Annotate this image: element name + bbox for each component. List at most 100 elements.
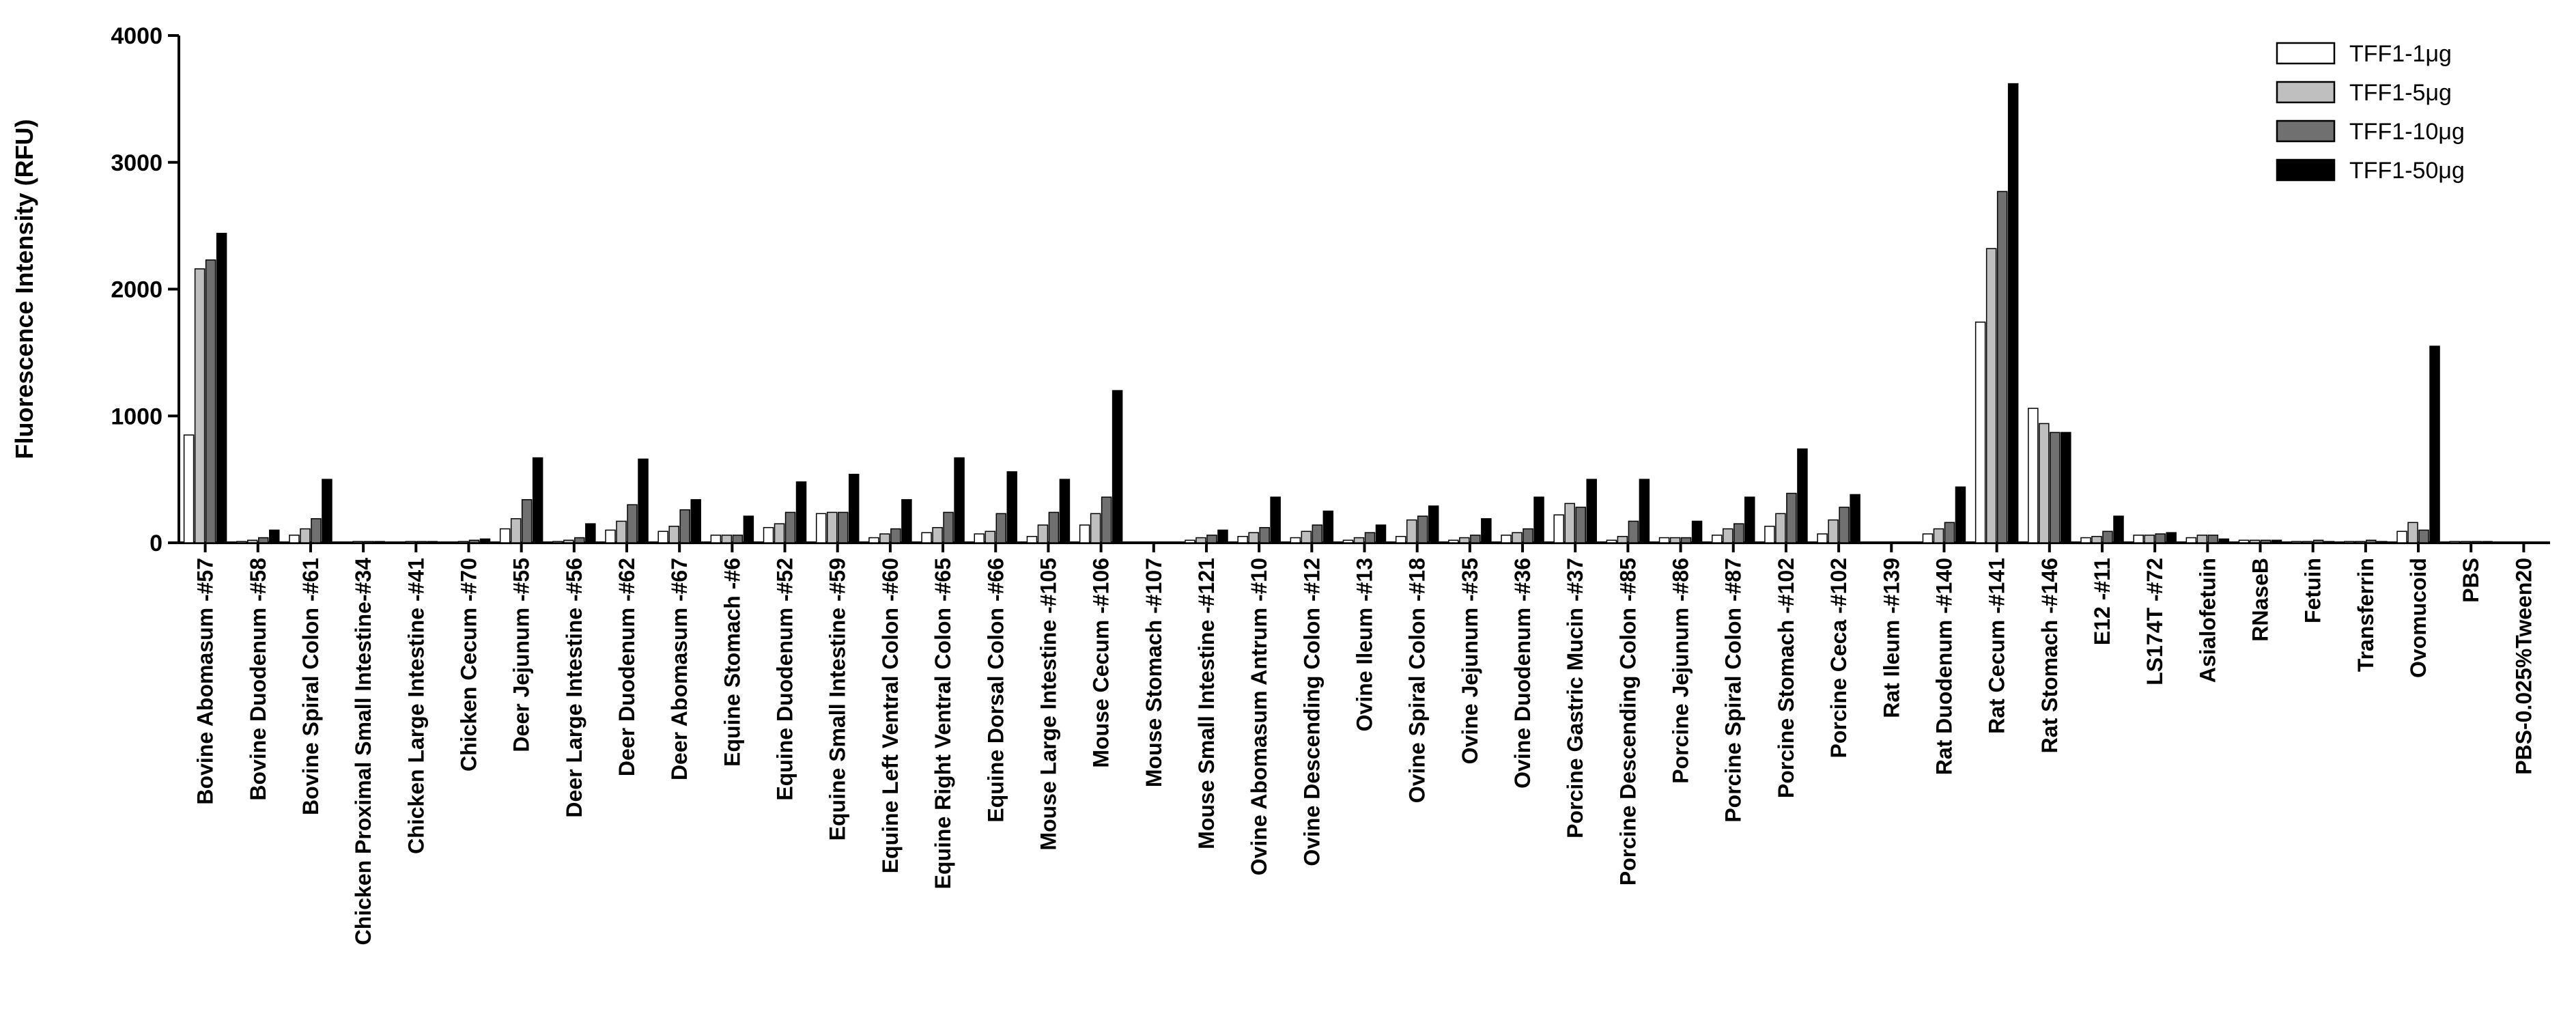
bar-4-28 [1691,520,1703,543]
legend-label-3: TFF1-10μg [2349,119,2465,145]
bar-3-19 [1206,535,1217,543]
bar-4-16 [1059,479,1071,543]
bar-2-42 [2407,522,2418,543]
x-tick-label: Porcine Descending Colon -#85 [1615,558,1640,886]
bar-2-4 [405,541,416,543]
bar-3-11 [784,511,796,543]
x-tick-label: Deer Large Intestine -#56 [562,558,586,818]
bar-2-23 [1406,519,1417,543]
bar-4-23 [1428,505,1439,543]
bar-2-28 [1669,537,1681,543]
bar-4-38 [2218,538,2230,543]
bar-2-20 [1248,532,1259,543]
bar-4-37 [2166,532,2177,543]
bar-4-2 [322,479,332,543]
bar-1-17 [1079,524,1090,543]
bar-3-5 [468,539,480,543]
x-tick-label: Bovine Duodenum -#58 [246,558,270,801]
bar-1-0 [183,434,195,543]
x-tick-label: Bovine Spiral Colon -#61 [298,558,323,815]
bar-1-38 [2185,537,2197,543]
bar-4-10 [743,515,754,543]
bar-4-7 [585,523,596,543]
bar-3-10 [732,535,744,543]
bar-4-14 [954,457,965,543]
bar-1-36 [2080,537,2091,543]
x-tick-label: Equine Duodenum -#52 [773,558,797,801]
y-tick-label: 0 [150,530,162,556]
legend-label-4: TFF1-50μg [2349,158,2465,184]
bar-2-3 [352,541,363,543]
bar-1-1 [236,541,247,543]
bar-3-17 [1101,496,1112,543]
x-tick-label: Rat Stomach -#146 [2037,558,2062,753]
bar-4-11 [795,481,807,543]
bar-3-28 [1680,537,1692,543]
bar-3-12 [837,511,849,543]
y-axis-label: Fluorescence Intensity (RFU) [10,119,38,459]
bar-4-22 [1375,524,1387,543]
x-tick-label: LS174T -#72 [2142,558,2167,685]
bar-3-34 [1996,190,2008,543]
x-tick-label: Transferrin [2353,558,2378,672]
bar-3-23 [1417,515,1428,543]
bar-3-15 [995,513,1007,543]
x-tick-label: Equine Small Intestine -#59 [825,558,850,840]
bar-2-43 [2460,541,2471,543]
bar-1-5 [447,541,458,543]
bar-3-38 [2207,535,2219,543]
bar-2-25 [1512,532,1523,543]
bar-3-26 [1575,507,1586,543]
bar-4-27 [1639,479,1650,543]
bar-3-8 [627,504,638,543]
x-tick-label: Bovine Abomasum -#57 [193,558,218,805]
x-tick-label: Porcine Jejunum -#86 [1669,558,1693,784]
bar-2-12 [826,511,838,543]
bar-1-35 [2028,408,2039,543]
bar-4-29 [1744,496,1755,543]
bar-2-39 [2249,539,2261,543]
x-tick-label: Equine Stomach -#6 [720,558,744,767]
bar-1-43 [2449,541,2460,543]
bar-2-26 [1564,503,1575,543]
bar-3-35 [2050,431,2061,543]
x-tick-label: Equine Left Ventral Colon -#60 [878,558,903,873]
x-tick-label: Deer Duodenum -#62 [614,558,639,776]
bar-2-35 [2039,423,2050,543]
bar-4-4 [427,541,438,543]
bar-3-31 [1839,507,1850,543]
bar-1-29 [1711,535,1723,543]
x-tick-label: Mouse Small Intestine -#121 [1194,558,1219,849]
bar-2-29 [1722,528,1733,543]
x-tick-label: Ovine Descending Colon -#12 [1299,558,1324,866]
bar-1-11 [763,526,774,543]
legend-label-1: TFF1-1μg [2349,41,2452,67]
bar-1-31 [1817,533,1828,543]
x-ticks: Bovine Abomasum -#57 Bovine Duodenum -#58… [193,543,2536,945]
bar-1-12 [815,513,827,543]
bar-3-24 [1470,535,1481,543]
bar-3-6 [521,499,533,543]
y-tick-label: 1000 [111,404,162,429]
bar-3-36 [2102,530,2113,543]
bar-2-2 [300,528,311,543]
bar-2-10 [721,535,733,543]
bar-1-24 [1448,539,1459,543]
bar-3-37 [2155,533,2166,543]
bar-2-34 [1985,248,1997,543]
bar-2-37 [2144,535,2155,543]
x-tick-label: Equine Dorsal Colon -#66 [983,558,1008,823]
x-tick-label: Ovine Duodenum -#36 [1510,558,1535,789]
bar-4-15 [1006,471,1018,543]
bar-1-34 [1975,322,1986,543]
bar-4-39 [2271,539,2282,543]
x-tick-label: Porcine Ceca -#102 [1826,558,1851,759]
x-tick-label: RNaseB [2248,558,2273,642]
bar-1-30 [1764,526,1775,543]
bar-3-16 [1048,511,1060,543]
bar-1-15 [974,533,985,543]
bar-2-5 [457,541,469,543]
bar-3-1 [258,537,269,543]
bar-2-11 [774,523,785,543]
bars [183,83,2493,543]
